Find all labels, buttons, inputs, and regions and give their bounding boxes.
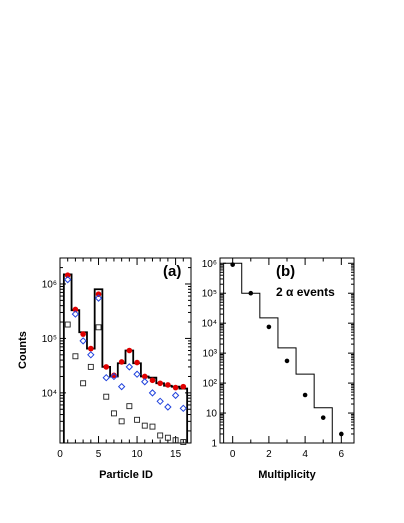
data-point [64,272,71,278]
y-tick-label: 1 [211,439,217,450]
data-point [71,310,80,318]
x-tick-label: 0 [230,449,236,460]
data-point [72,306,79,313]
data-point [111,372,117,379]
data-point [164,434,171,441]
panel-label: (b) [276,263,295,280]
data-point [87,363,94,370]
y-tick-label: 10⁵ [42,334,57,345]
y-tick-label: 10⁵ [202,289,217,300]
data-point [172,437,179,444]
data-point [141,373,148,380]
histogram-line [223,262,351,444]
data-point [79,337,87,345]
y-tick-label: 10⁶ [42,279,57,290]
data-point [141,422,148,429]
data-point [157,380,163,387]
data-point [266,324,272,330]
x-tick-label: 0 [57,449,63,460]
data-point [72,353,79,360]
data-point [118,359,125,365]
data-point [156,397,164,406]
y-tick-label: 10⁴ [202,319,217,330]
data-point [165,382,171,388]
data-point [164,403,172,411]
y-tick-label: 10⁴ [42,388,57,399]
data-point [180,383,187,390]
data-point [94,294,103,302]
data-point [110,372,118,381]
data-point [179,404,188,413]
data-point [148,389,157,397]
data-point [172,384,179,391]
y-tick-label: 10 [206,409,218,420]
data-point [157,432,164,439]
x-tick-label: 15 [170,449,182,460]
data-point [125,363,134,371]
data-point [284,358,290,364]
annotation: 2 α events [276,285,335,299]
panel-label: (a) [163,263,181,280]
data-point [126,347,133,354]
data-point [103,364,110,370]
x-tick-label: 4 [302,449,308,460]
y-tick-label: 10² [203,379,218,390]
data-point [134,359,140,366]
data-point [320,415,326,420]
x-tick-label: 2 [266,449,272,460]
data-point [134,416,141,423]
data-point [180,439,187,445]
x-tick-label: 5 [96,449,102,460]
data-point [149,377,156,384]
data-point [103,393,110,400]
y-tick-label: 10⁶ [202,259,217,270]
data-point [110,410,117,417]
data-point [118,418,125,425]
data-point [171,391,180,400]
data-point [248,290,254,296]
data-point [102,373,110,382]
data-point [95,324,102,331]
panel-a: 10⁴ 10⁵ 10⁶ 0 5 10 15 (a) Particle ID Counts [17,257,192,481]
data-point [141,378,149,386]
x-tick-label: 10 [131,449,143,460]
panel-b: 1 10 10² 10³ 10⁴ 10⁵ 10⁶ 0 2 4 6 (b) 2 α events Multi… [202,257,355,481]
data-point [64,321,71,328]
y-tick-label: 10³ [203,349,218,360]
data-point [87,351,95,359]
histogram-line [62,273,189,443]
data-point [126,403,133,410]
data-point [117,382,126,391]
data-point [80,380,87,387]
data-point [80,331,86,337]
data-point [88,345,94,352]
data-point [133,370,141,378]
x-tick-label: 6 [339,449,345,460]
data-point [339,431,344,437]
data-point [230,262,235,267]
y-axis-title: Counts [17,331,29,369]
data-point [95,291,102,297]
data-point [63,275,72,284]
x-axis-title: Multiplicity [258,469,316,481]
data-point [302,392,308,398]
x-axis-title: Particle ID [99,469,153,481]
data-point [149,423,156,430]
